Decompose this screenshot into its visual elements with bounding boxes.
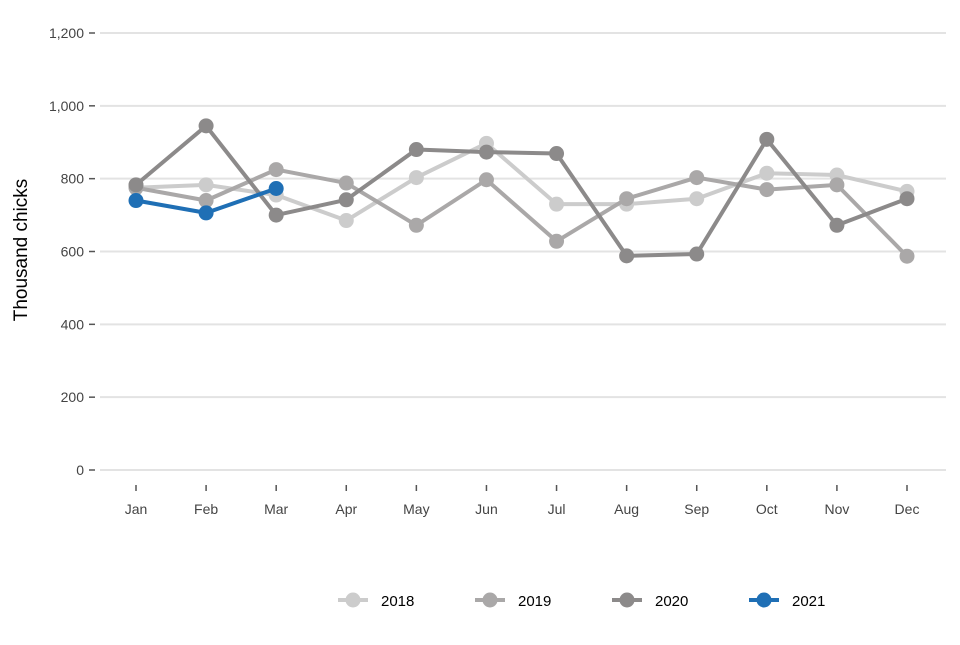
data-point xyxy=(198,177,214,193)
legend-marker xyxy=(756,592,772,608)
x-tick-label: Feb xyxy=(194,501,218,517)
data-point xyxy=(198,205,214,221)
data-point xyxy=(619,248,635,264)
series-2019 xyxy=(128,162,915,264)
x-tick-label: Mar xyxy=(264,501,288,517)
data-point xyxy=(759,182,775,198)
x-tick-label: Jan xyxy=(125,501,148,517)
data-point xyxy=(549,233,565,249)
x-tick-label: Sep xyxy=(684,501,709,517)
x-axis: Jan Feb Mar Apr May Jun Jul Aug Sep Oct Nov Dec xyxy=(125,485,920,517)
data-point xyxy=(759,131,775,147)
legend-item-2021: 2021 xyxy=(749,592,825,610)
data-point xyxy=(198,193,214,209)
y-tick-label: 1,000 xyxy=(49,98,84,114)
legend-item-2019: 2019 xyxy=(475,592,551,610)
legend-item-2020: 2020 xyxy=(612,592,688,610)
legend-label: 2019 xyxy=(518,593,551,610)
legend-marker xyxy=(345,592,361,608)
legend-label: 2020 xyxy=(655,593,688,610)
data-point xyxy=(549,146,565,162)
x-tick-label: Oct xyxy=(756,501,778,517)
data-point xyxy=(268,162,284,178)
series-line xyxy=(135,167,909,258)
data-point xyxy=(829,177,845,193)
legend-label: 2018 xyxy=(381,593,414,610)
data-point xyxy=(478,172,494,188)
y-tick-label: 800 xyxy=(61,171,85,187)
data-point xyxy=(689,191,705,207)
y-tick-label: 600 xyxy=(61,244,85,260)
legend: 2018 2019 2020 2021 xyxy=(338,592,825,610)
series-2021 xyxy=(128,180,284,221)
y-tick-label: 200 xyxy=(61,389,85,405)
data-point xyxy=(689,246,705,262)
data-point xyxy=(899,248,915,264)
legend-label: 2021 xyxy=(792,593,825,610)
series-group xyxy=(128,118,915,264)
data-point xyxy=(478,144,494,160)
legend-item-2018: 2018 xyxy=(338,592,414,610)
data-point xyxy=(689,170,705,186)
legend-marker xyxy=(482,592,498,608)
x-tick-label: Dec xyxy=(895,501,920,517)
legend-marker xyxy=(619,592,635,608)
y-tick-label: 0 xyxy=(76,462,84,478)
data-point xyxy=(408,217,424,233)
series-line xyxy=(134,123,908,258)
data-point xyxy=(619,191,635,207)
y-tick-label: 1,200 xyxy=(49,25,84,41)
data-point xyxy=(338,213,354,229)
data-point xyxy=(338,175,354,191)
y-axis-label: Thousand chicks xyxy=(11,179,32,322)
data-point xyxy=(128,193,144,209)
data-point xyxy=(408,142,424,158)
x-tick-label: Apr xyxy=(335,501,357,517)
series-2020 xyxy=(128,118,915,264)
y-axis: 0 200 400 600 800 1,000 1,200 xyxy=(49,25,95,478)
x-tick-label: May xyxy=(403,501,429,517)
data-point xyxy=(829,217,845,233)
data-point xyxy=(899,191,915,207)
data-point xyxy=(268,207,284,223)
x-tick-label: Aug xyxy=(614,501,639,517)
data-point xyxy=(408,170,424,186)
data-point xyxy=(549,196,565,212)
data-point xyxy=(198,118,214,134)
y-tick-label: 400 xyxy=(61,316,85,332)
data-point xyxy=(759,165,775,181)
x-tick-label: Jun xyxy=(475,501,498,517)
x-tick-label: Nov xyxy=(824,501,849,517)
data-point xyxy=(128,177,144,193)
gridlines xyxy=(100,32,946,471)
data-point xyxy=(338,192,354,208)
data-point xyxy=(268,180,284,196)
x-tick-label: Jul xyxy=(548,501,566,517)
